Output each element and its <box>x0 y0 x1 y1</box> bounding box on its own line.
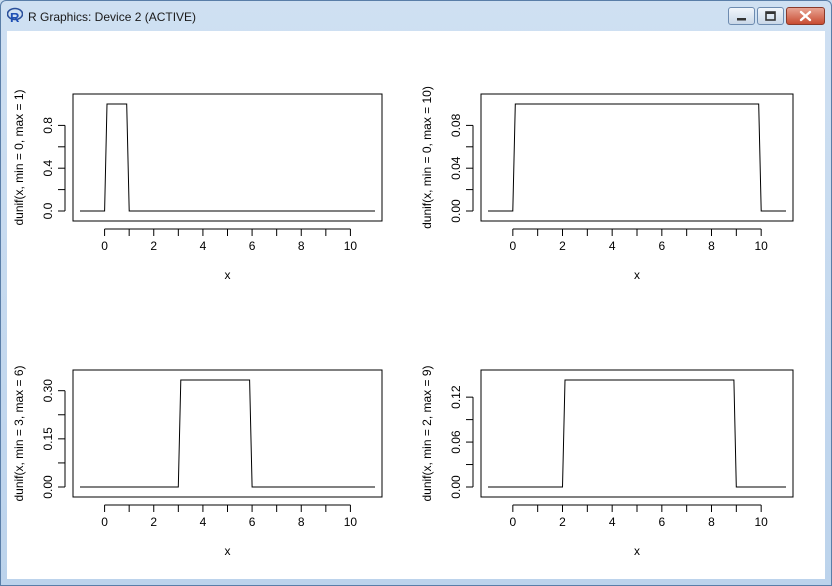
x-tick-label: 0 <box>101 239 108 253</box>
y-tick-label: 0.06 <box>449 430 463 454</box>
maximize-button[interactable] <box>757 7 784 25</box>
x-tick-label: 6 <box>658 515 665 529</box>
plot-frame <box>72 369 383 498</box>
plot-area: 0 2 4 6 8 10 0.0 0.4 0.8 x dunif(x, min = 0, max =… <box>7 31 825 579</box>
chart-panel-1: 0 2 4 6 8 10 0.0 0.4 0.8 x dunif(x, min = 0, max =… <box>12 89 383 282</box>
y-tick-label: 0.0 <box>41 202 55 219</box>
chart-panel-4: 0 2 4 6 8 10 0.00 0.06 0.12 x dunif(x, min = 2, ma… <box>420 365 794 558</box>
x-tick-label: 4 <box>200 239 207 253</box>
x-axis-label: x <box>634 544 640 558</box>
x-tick-label: 2 <box>150 239 157 253</box>
y-axis-label: dunif(x, min = 3, max = 6) <box>12 365 26 501</box>
minimize-icon <box>737 18 746 21</box>
x-tick-label: 4 <box>609 515 616 529</box>
y-tick-label: 0.08 <box>449 113 463 137</box>
x-tick-label: 10 <box>754 515 768 529</box>
plot-canvas: 0 2 4 6 8 10 0.0 0.4 0.8 x dunif(x, min = 0, max =… <box>12 86 794 558</box>
x-tick-label: 6 <box>249 239 256 253</box>
x-tick-label: 2 <box>559 515 566 529</box>
plot-frame <box>480 369 794 498</box>
x-tick-label: 6 <box>249 515 256 529</box>
x-tick-label: 10 <box>344 515 358 529</box>
x-tick-label: 2 <box>559 239 566 253</box>
density-line <box>80 379 375 488</box>
density-line <box>488 103 786 212</box>
y-tick-label: 0.15 <box>41 427 55 451</box>
y-tick-label: 0.30 <box>41 379 55 403</box>
density-line <box>488 379 786 488</box>
x-tick-label: 0 <box>509 515 516 529</box>
plot-frame <box>480 93 794 222</box>
y-tick-label: 0.04 <box>449 156 463 180</box>
close-button[interactable] <box>786 7 825 25</box>
title-bar[interactable]: R R Graphics: Device 2 (ACTIVE) <box>1 1 831 31</box>
x-tick-label: 8 <box>298 239 305 253</box>
x-tick-label: 4 <box>200 515 207 529</box>
y-axis-label: dunif(x, min = 0, max = 10) <box>420 86 434 229</box>
maximize-icon <box>765 11 776 21</box>
close-icon <box>799 10 812 22</box>
y-tick-label: 0.00 <box>449 199 463 223</box>
density-line <box>80 103 375 212</box>
y-axis-label: dunif(x, min = 0, max = 1) <box>12 89 26 225</box>
x-tick-label: 8 <box>708 515 715 529</box>
x-tick-label: 4 <box>609 239 616 253</box>
chart-panel-3: 0 2 4 6 8 10 0.00 0.15 0.30 x dunif(x, min = 3, ma… <box>12 365 383 558</box>
y-tick-label: 0.8 <box>41 117 55 134</box>
x-tick-label: 0 <box>101 515 108 529</box>
x-tick-label: 8 <box>708 239 715 253</box>
y-tick-label: 0.00 <box>449 475 463 499</box>
x-tick-label: 8 <box>298 515 305 529</box>
plot-frame <box>72 93 383 222</box>
y-axis-label: dunif(x, min = 2, max = 9) <box>420 365 434 501</box>
x-axis-label: x <box>225 268 231 282</box>
x-tick-label: 2 <box>150 515 157 529</box>
svg-text:R: R <box>10 10 20 24</box>
y-tick-label: 0.4 <box>41 160 55 177</box>
chart-panel-2: 0 2 4 6 8 10 0.00 0.04 0.08 x dunif(x, min = 0, ma… <box>420 86 794 282</box>
minimize-button[interactable] <box>728 7 755 25</box>
window-title: R Graphics: Device 2 (ACTIVE) <box>28 10 197 24</box>
r-logo-icon: R <box>7 7 23 24</box>
y-tick-label: 0.12 <box>449 385 463 409</box>
x-tick-label: 0 <box>509 239 516 253</box>
x-tick-label: 10 <box>754 239 768 253</box>
y-tick-label: 0.00 <box>41 475 55 499</box>
x-axis-label: x <box>225 544 231 558</box>
x-axis-label: x <box>634 268 640 282</box>
x-tick-label: 10 <box>344 239 358 253</box>
x-tick-label: 6 <box>658 239 665 253</box>
